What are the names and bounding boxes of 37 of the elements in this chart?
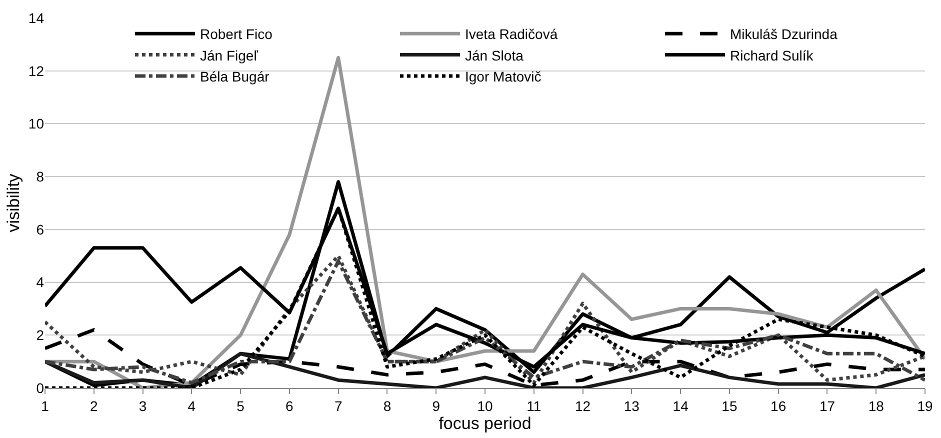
legend-label: Igor Matovič (465, 68, 542, 84)
x-tick-label: 1 (41, 398, 50, 414)
legend-label: Ján Slota (465, 47, 524, 64)
x-tick-label: 4 (188, 398, 196, 414)
x-tick-label: 11 (526, 398, 542, 414)
legend-label: Béla Bugár (200, 68, 270, 84)
legend-label: Ján Figeľ (200, 47, 259, 64)
x-tick-label: 18 (868, 398, 884, 414)
legend-label: Richard Sulík (730, 47, 814, 64)
x-tick-label: 5 (236, 398, 245, 414)
x-tick-label: 15 (722, 398, 738, 414)
y-tick-label: 2 (36, 327, 44, 344)
x-tick-label: 12 (574, 398, 591, 414)
x-tick-label: 19 (917, 398, 933, 414)
x-tick-label: 7 (334, 398, 342, 414)
x-tick-label: 2 (90, 398, 98, 414)
x-axis-title: focus period (438, 414, 532, 434)
x-tick-label: 16 (770, 398, 786, 414)
x-tick-label: 10 (477, 398, 493, 414)
x-tick-label: 6 (286, 398, 294, 414)
legend-label: Iveta Radičová (465, 26, 558, 42)
x-tick-label: 17 (819, 398, 836, 414)
x-tick-label: 13 (624, 398, 640, 414)
y-tick-label: 6 (36, 221, 44, 238)
legend-label: Robert Fico (200, 26, 273, 42)
y-tick-label: 0 (36, 380, 44, 396)
x-tick-label: 14 (672, 398, 689, 414)
y-tick-label: 10 (28, 116, 44, 132)
x-tick-label: 9 (432, 398, 440, 414)
y-tick-label: 14 (28, 10, 44, 26)
x-tick-label: 8 (383, 398, 392, 414)
y-tick-label: 8 (36, 168, 44, 184)
y-tick-label: 4 (36, 274, 44, 290)
x-tick-label: 3 (138, 398, 147, 414)
legend-label: Mikuláš Dzurinda (730, 26, 838, 42)
y-axis-title: visibility (4, 173, 23, 232)
y-tick-label: 12 (28, 62, 44, 79)
